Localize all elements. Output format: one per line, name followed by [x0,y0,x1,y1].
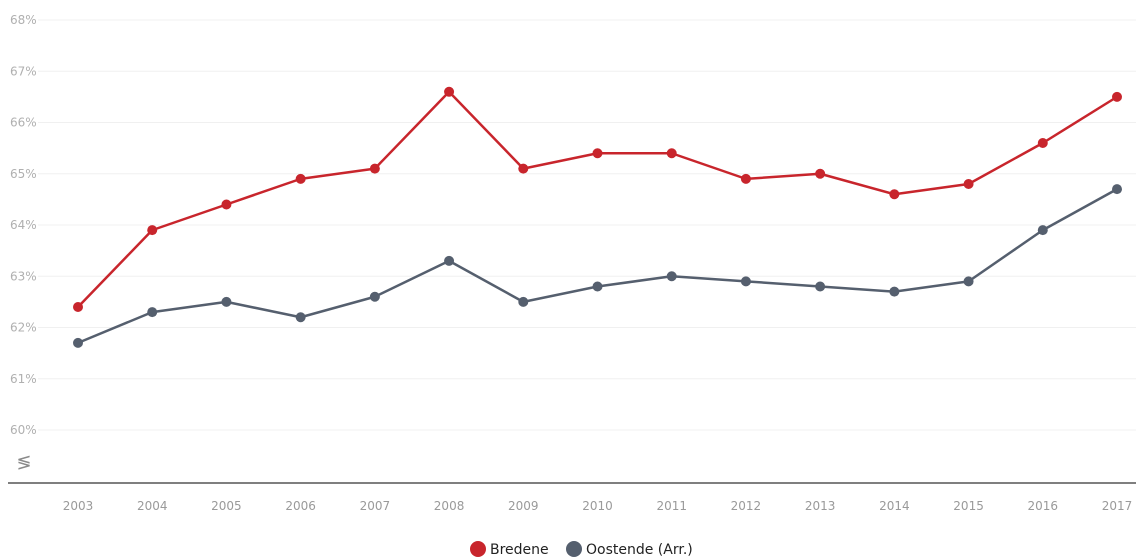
x-tick-label: 2012 [731,499,762,513]
y-tick-label: 66% [10,116,37,130]
x-tick-label: 2015 [953,499,984,513]
data-point [592,281,603,292]
data-point [1037,138,1048,148]
data-point [73,302,83,312]
data-point [444,255,455,266]
series-lines [73,86,1122,348]
y-tick-label: 61% [10,372,37,386]
y-tick-label: 62% [10,321,37,335]
legend-label: Oostende (Arr.) [586,542,693,558]
series-line [77,90,1118,308]
legend-marker [470,541,486,557]
data-point [1037,225,1048,236]
axis-break-symbol: ≶ [16,452,31,473]
data-point [1112,91,1122,102]
data-point [518,296,529,307]
data-point [221,296,232,307]
y-tick-label: 67% [10,64,37,78]
x-tick-label: 2010 [582,499,613,513]
y-tick-label: 60% [10,423,37,437]
y-tick-label: 63% [10,269,37,283]
series-line [77,188,1118,345]
data-point [369,291,380,302]
data-point [147,307,158,318]
gridlines [38,19,1136,431]
data-point [221,199,232,210]
x-tick-label: 2014 [879,499,910,513]
y-axis-ticks: 60% 61% 62% 63% 64% 65% 66% 67% 68% [10,13,37,437]
legend-label: Bredene [490,542,549,558]
x-tick-label: 2004 [137,499,168,513]
data-point [740,173,751,184]
legend: Bredene Oostende (Arr.) [470,541,693,558]
x-tick-label: 2016 [1028,499,1059,513]
data-point [1112,184,1122,195]
legend-marker [566,541,582,557]
x-tick-label: 2011 [656,499,687,513]
data-point [963,276,974,287]
data-point [963,179,974,189]
data-point [889,286,900,297]
data-point [147,225,158,236]
data-point [369,163,380,174]
data-point [518,163,529,174]
x-axis-ticks: 2003 2004 2005 2006 2007 2008 2009 2010 2011 2012… [63,499,1133,513]
x-tick-label: 2006 [285,499,316,513]
x-tick-label: 2003 [63,499,94,513]
data-point [295,173,306,184]
data-point [666,148,677,159]
data-point [740,276,751,287]
data-point [295,312,306,323]
x-tick-label: 2017 [1102,499,1133,513]
data-point [444,86,455,97]
data-point [592,148,603,159]
x-tick-label: 2009 [508,499,539,513]
x-tick-label: 2008 [434,499,465,513]
data-point [815,281,826,292]
data-point [73,337,83,348]
data-point [889,189,900,200]
y-tick-label: 64% [10,218,37,232]
y-tick-label: 68% [10,13,37,27]
y-tick-label: 65% [10,167,37,181]
data-point [666,271,677,282]
x-tick-label: 2013 [805,499,836,513]
data-point [815,168,826,179]
x-tick-label: 2007 [360,499,391,513]
x-tick-label: 2005 [211,499,242,513]
